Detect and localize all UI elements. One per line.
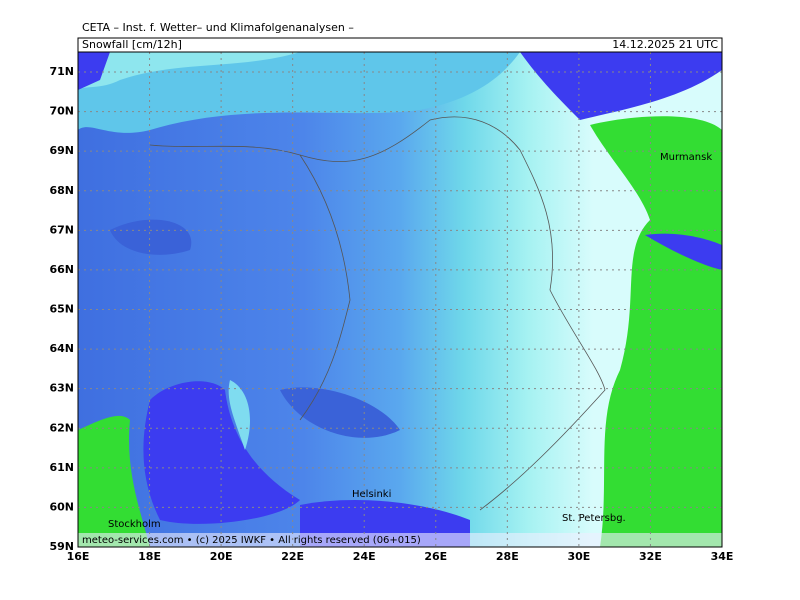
lon-label: 34E [711, 550, 734, 563]
lat-label: 61N [49, 461, 74, 474]
lat-label: 66N [49, 263, 74, 276]
lon-label: 30E [567, 550, 590, 563]
title: Snowfall [cm/12h] [82, 38, 182, 51]
lon-label: 32E [639, 550, 662, 563]
lat-label: 65N [49, 303, 74, 316]
lat-label: 59N [49, 540, 74, 553]
coast-band [228, 380, 250, 450]
barents-sea [520, 52, 722, 120]
border [299, 154, 351, 421]
valid-time: 14.12.2025 21 UTC [612, 38, 718, 51]
place-label: Murmansk [660, 152, 712, 163]
lon-label: 20E [210, 550, 233, 563]
gulf-of-bothnia [143, 381, 300, 524]
border [149, 116, 606, 511]
white-sea [645, 233, 722, 270]
lat-label: 70N [49, 105, 74, 118]
snow-heavy [110, 219, 192, 255]
lon-label: 24E [353, 550, 376, 563]
lat-label: 69N [49, 144, 74, 157]
lat-label: 63N [49, 382, 74, 395]
place-label: St. Petersbg. [562, 513, 626, 524]
plot-frame [77, 51, 723, 548]
lon-label: 22E [281, 550, 304, 563]
lon-label: 28E [496, 550, 519, 563]
lat-label: 60N [49, 500, 74, 513]
sweden-coast [78, 415, 150, 547]
lon-label: 18E [138, 550, 161, 563]
sea [78, 52, 110, 90]
snow-heavy [280, 387, 400, 438]
lat-label: 64N [49, 342, 74, 355]
institute: CETA – Inst. f. Wetter– und Klimafolgena… [82, 21, 354, 34]
lat-label: 67N [49, 223, 74, 236]
lat-label: 71N [49, 65, 74, 78]
lon-label: 16E [67, 550, 90, 563]
copyright: meteo-services.com • (c) 2025 IWKF • All… [82, 535, 421, 546]
lon-label: 26E [424, 550, 447, 563]
place-label: Stockholm [108, 519, 161, 530]
snow-light [78, 52, 300, 90]
map-field [78, 52, 722, 547]
lat-label: 62N [49, 421, 74, 434]
lat-label: 68N [49, 184, 74, 197]
footer-strip [78, 533, 722, 547]
place-label: Helsinki [352, 489, 391, 500]
land [590, 116, 722, 547]
